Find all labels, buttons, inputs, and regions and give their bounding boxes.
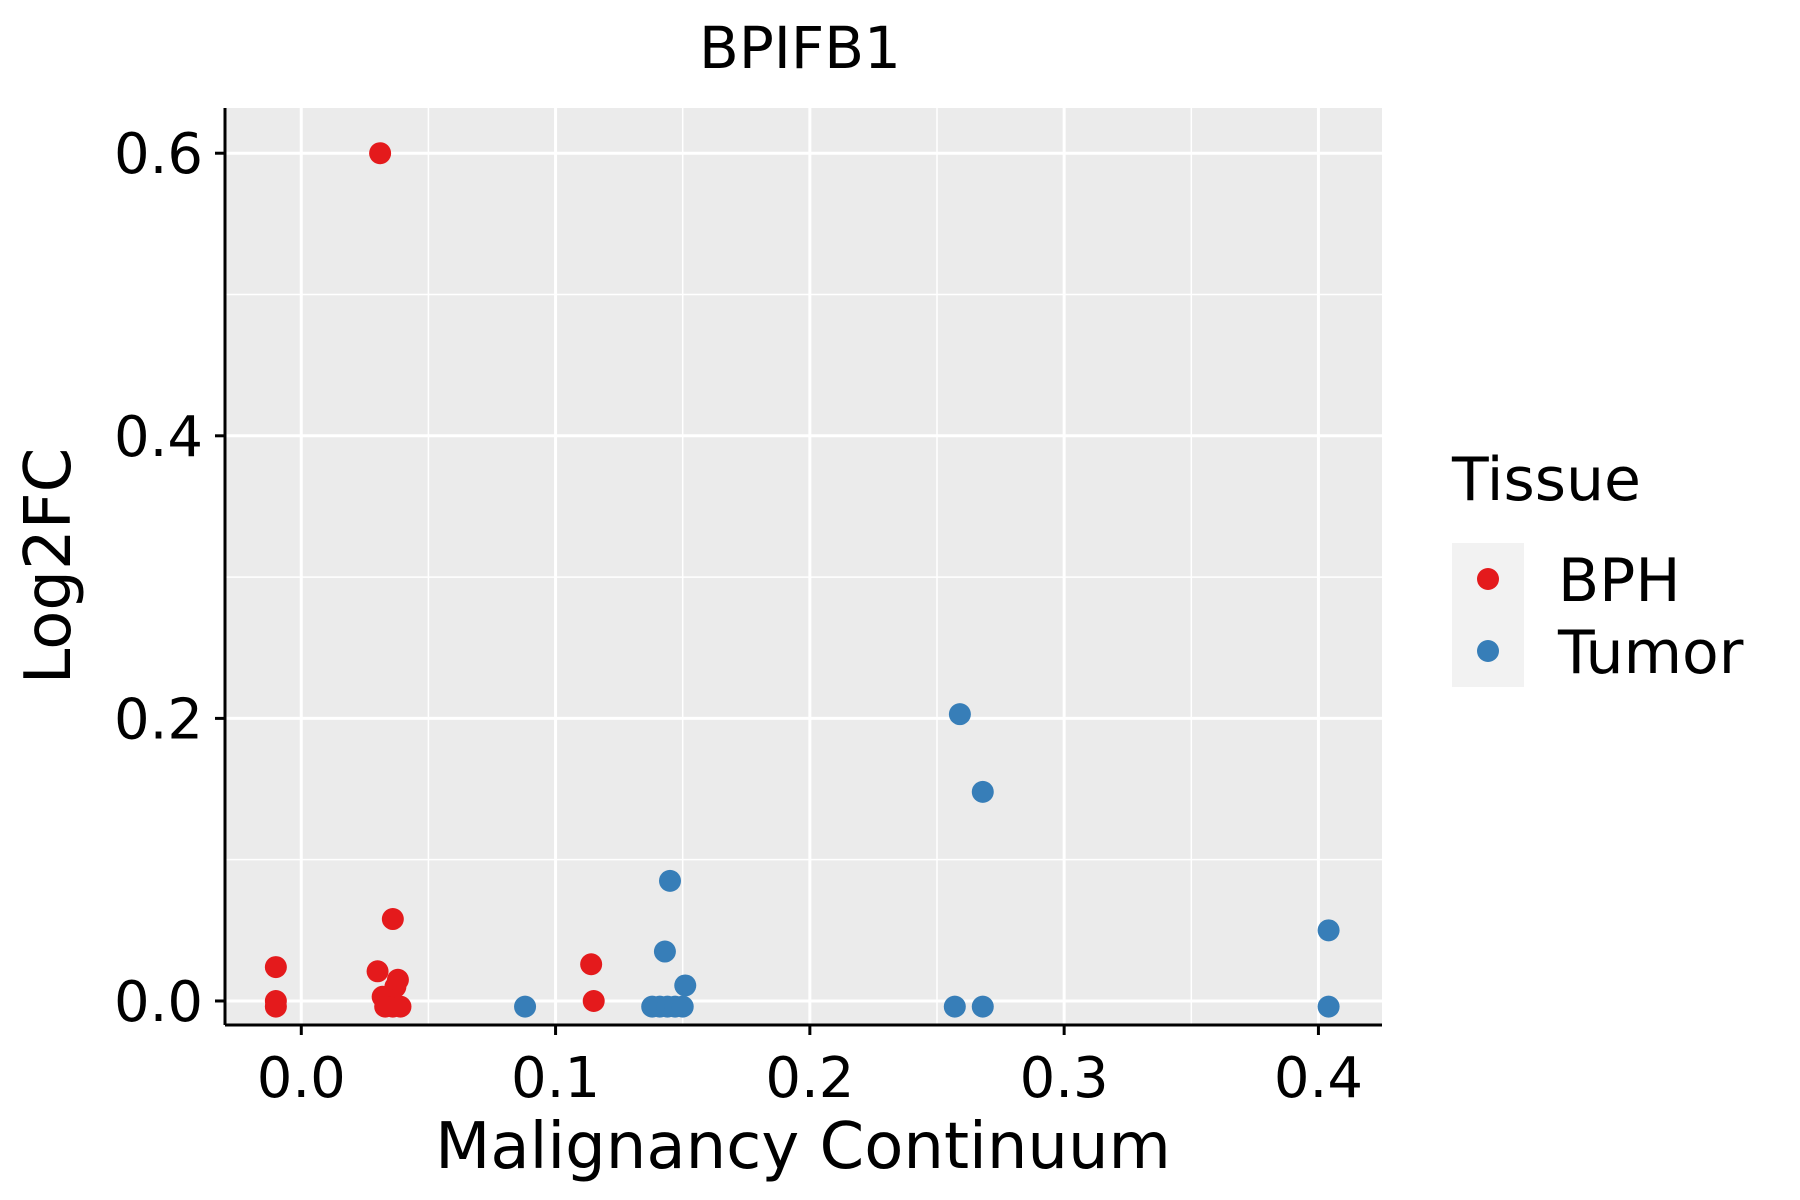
point-bph-3 [264, 995, 287, 1018]
y-axis-title: Log2FC [12, 448, 86, 685]
point-tumor-5 [671, 995, 694, 1018]
x-tick-label-2: 0.2 [765, 1046, 854, 1111]
plot-panel [225, 108, 1382, 1025]
legend-key-tumor [1477, 640, 1499, 662]
major-gridlines [225, 108, 1382, 1025]
y-axis-ticks: 0.0 0.2 0.4 0.6 [114, 122, 225, 1035]
y-tick-label-0: 0.0 [114, 970, 203, 1035]
legend-key-background [1452, 543, 1524, 687]
x-tick-label-0: 0.0 [257, 1046, 346, 1111]
chart-title: BPIFB1 [699, 14, 901, 82]
point-tumor-13 [1317, 919, 1340, 942]
point-bph-9 [386, 968, 409, 991]
point-tumor-7 [653, 940, 676, 963]
y-tick-label-3: 0.6 [114, 122, 203, 187]
legend-key-bph [1477, 568, 1499, 590]
point-tumor-11 [943, 995, 966, 1018]
point-bph-11 [381, 908, 404, 931]
point-tumor-10 [971, 780, 994, 803]
legend: Tissue BPH Tumor [1451, 445, 1744, 688]
point-bph-12 [580, 953, 603, 976]
point-tumor-14 [1317, 995, 1340, 1018]
legend-label-bph: BPH [1558, 546, 1680, 616]
point-tumor-12 [971, 995, 994, 1018]
data-points [264, 142, 1340, 1018]
point-tumor-8 [659, 869, 681, 892]
minor-gridlines [225, 108, 1382, 1025]
point-bph-1 [264, 956, 287, 979]
x-tick-label-1: 0.1 [511, 1046, 600, 1111]
point-tumor-6 [674, 974, 697, 997]
point-tumor-9 [948, 703, 971, 726]
x-axis-title: Malignancy Continuum [435, 1110, 1171, 1184]
point-bph-4 [366, 960, 389, 983]
x-tick-label-4: 0.4 [1274, 1046, 1363, 1111]
y-tick-label-2: 0.4 [114, 405, 203, 470]
point-bph-10 [389, 995, 412, 1018]
legend-title: Tissue [1451, 445, 1641, 515]
x-axis-ticks: 0.0 0.1 0.2 0.3 0.4 [257, 1025, 1363, 1111]
point-tumor-0 [514, 995, 537, 1018]
x-tick-label-3: 0.3 [1020, 1046, 1109, 1111]
legend-label-tumor: Tumor [1557, 618, 1744, 688]
point-bph-0 [369, 142, 392, 165]
y-tick-label-1: 0.2 [114, 687, 203, 752]
point-bph-13 [582, 989, 605, 1012]
